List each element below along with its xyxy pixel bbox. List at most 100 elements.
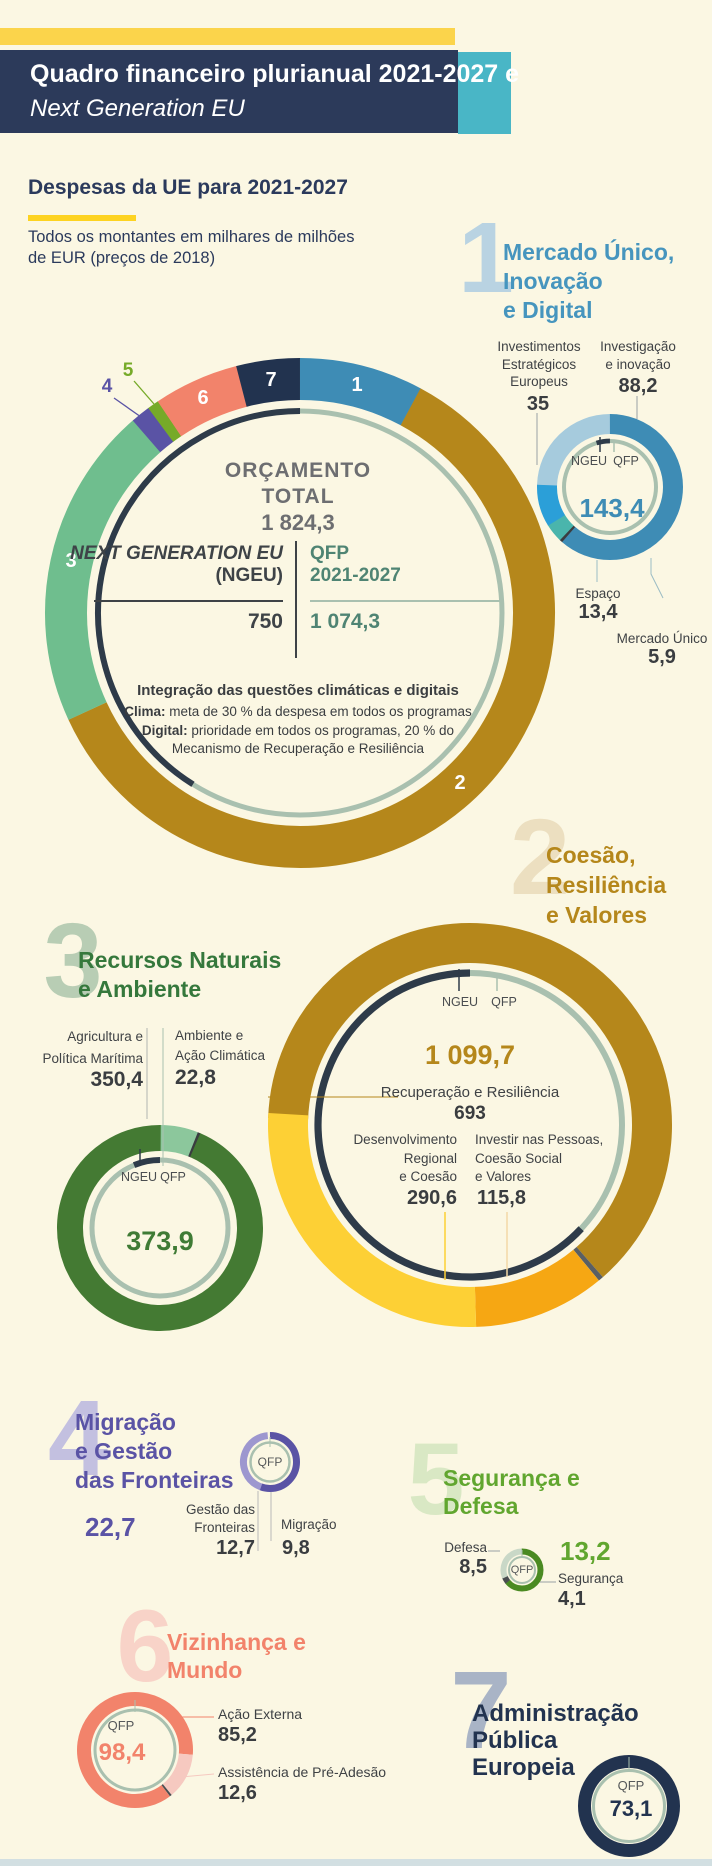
value-mercado-unico: 5,9 [648,646,676,668]
main-ring-label-3: 3 [65,550,77,572]
label-line: Desenvolvimento [353,1132,457,1147]
label-inv-estrategicos: Investimentos Estratégicos Europeus [497,338,580,391]
section3-title-line1: Recursos Naturais [78,947,282,973]
section6-title: Vizinhança e Mundo [167,1628,306,1684]
section4-title-line1: Migração [75,1409,176,1435]
digital-line2: Mecanismo de Recuperação e Resiliência [171,741,425,756]
section5-title: Segurança e Defesa [443,1464,580,1520]
section3-title-line2: e Ambiente [78,976,202,1002]
section1-watermark: 1 [458,202,514,314]
label-line: Estratégicos [501,356,577,372]
section2-title: Coesão, Resiliência e Valores [546,840,666,930]
value-ambiente: 22,8 [175,1066,216,1089]
main-ring-label-2: 2 [454,772,466,794]
main-ring-label-1: 1 [351,374,363,396]
label-desenvolvimento: Desenvolvimento Regional e Coesão [353,1131,457,1187]
value-seguranca: 4,1 [558,1588,586,1610]
climate-clima-bold: Clima: [124,704,166,719]
climate-digital-bold: Digital: [141,723,188,738]
section1-title-line3: e Digital [503,297,593,323]
label-espaco: Espaço [575,586,621,601]
d5-qfp-label: QFP [510,1564,534,1576]
section1-donut [537,414,683,560]
section5-total: 13,2 [560,1536,611,1566]
header-yellow-bar [0,28,455,45]
label-line: Ambiente e [175,1028,244,1043]
label-investir: Investir nas Pessoas, Coesão Social e Va… [475,1131,603,1187]
qfp-label-line1: QFP [310,543,350,564]
value-acao-externa: 85,2 [218,1724,257,1746]
page-title-line1: Quadro financeiro plurianual 2021-2027 e [30,60,520,88]
section7-title: Administração Pública Europeia [472,1700,639,1781]
header-teal-block [458,52,511,134]
page-title-line2: Next Generation EU [30,95,245,122]
header-navy-block [0,50,458,133]
label-line: Coesão Social [475,1150,563,1166]
section4-title: Migração e Gestão das Fronteiras [75,1408,234,1495]
section6-title-line2: Mundo [167,1657,243,1683]
qfp-label-line2: 2021-2027 [310,565,401,586]
label-ambiente: Ambiente e Ação Climática [175,1026,265,1066]
qfp-value: 1 074,3 [310,610,381,633]
label-investigacao: Investigação e inovação [600,338,676,373]
label-seguranca: Segurança [558,1571,624,1586]
section3-watermark: 3 [43,902,103,1020]
d1-qfp-label: QFP [613,454,639,468]
value-recuperacao: 693 [454,1103,486,1124]
section1-title: Mercado Único, Inovação e Digital [503,238,674,325]
label-line: Agricultura e [67,1029,143,1044]
section5-title-line1: Segurança e [443,1465,580,1491]
main-ring-label-4: 4 [101,376,113,397]
main-ring-label-5: 5 [122,360,134,381]
budget-hrule-qfp [310,600,500,602]
value-inv-estrategicos: 35 [526,393,550,415]
intro-note-line2: de EUR (preços de 2018) [28,249,216,267]
section7-title-line3: Europeia [472,1754,575,1781]
label-mercado-unico: Mercado Único [616,631,708,646]
section6-title-line1: Vizinhança e [167,1629,306,1655]
climate-digital-rest: prioridade em todos os programas, 20 % d… [187,723,455,738]
section7-watermark: 7 [450,1649,512,1772]
label-line: Investimentos [497,339,581,354]
ngeu-label-line1: NEXT GENERATION EU [70,543,283,564]
climate-line: Clima: meta de 30 % da despesa em todos … [124,704,471,719]
budget-total-value: 1 824,3 [261,510,335,535]
label-line: Regional [403,1150,457,1166]
section7-title-line2: Pública [472,1727,558,1754]
label-line: Política Marítima [42,1050,143,1066]
label-migracao: Migração [281,1517,337,1532]
climate-clima-rest: meta de 30 % da despesa em todos os prog… [165,704,472,719]
budget-vertical-divider [295,541,297,658]
section7-title-line1: Administração [472,1700,639,1727]
value-investir: 115,8 [477,1187,526,1209]
d4-qfp-label: QFP [257,1455,283,1469]
leader-s1-mercado [650,558,664,599]
d3-qfp-label: QFP [160,1170,186,1184]
budget-title-line2: TOTAL [261,485,335,508]
intro-note-line1: Todos os montantes em milhares de milhõe… [28,228,355,246]
label-line: Fronteiras [194,1520,255,1535]
section5-watermark: 5 [407,1422,465,1536]
d2-ngeu-label: NGEU [441,995,479,1009]
d3-ngeu-label: NGEU [120,1170,158,1184]
ngeu-value: 750 [247,610,283,633]
d6-qfp-label: QFP [107,1718,135,1733]
section3-donut [56,1125,263,1331]
value-gestao: 12,7 [216,1537,255,1559]
label-line: e Valores [475,1169,532,1184]
value-agricultura: 350,4 [90,1068,143,1091]
d2-qfp-label: QFP [491,995,517,1009]
main-ring-label-7: 7 [265,369,277,391]
section2-title-line2: Resiliência [546,872,667,898]
label-line: Ação Climática [175,1048,266,1063]
value-pre-adesao: 12,6 [218,1782,257,1804]
label-acao-externa: Ação Externa [218,1706,303,1722]
footer-strip [0,1859,712,1866]
label-recuperacao: Recuperação e Resiliência [380,1084,560,1101]
section6-watermark: 6 [116,1589,174,1703]
label-gestao: Gestão das Fronteiras [186,1501,255,1537]
section4-title-line2: e Gestão [75,1438,173,1464]
label-defesa: Defesa [444,1540,487,1555]
main-ring-label-6: 6 [197,387,209,409]
